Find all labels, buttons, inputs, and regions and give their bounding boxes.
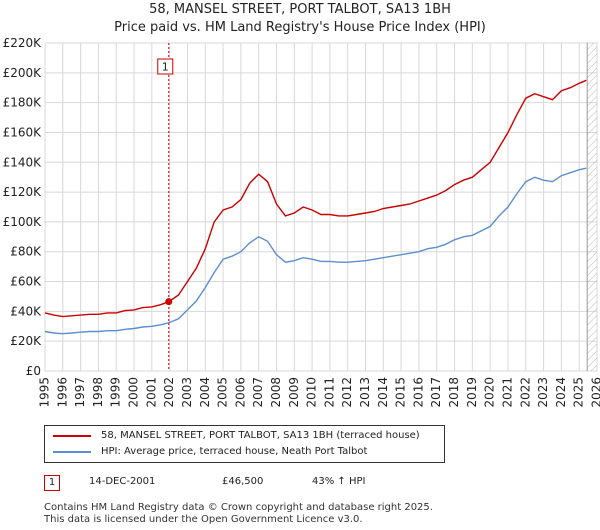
y-tick-label: £80K (10, 245, 42, 259)
y-tick-label: £100K (3, 215, 43, 229)
x-tick-label: 2024 (554, 377, 568, 408)
x-tick-label: 2017 (429, 377, 443, 408)
legend-label-hpi: HPI: Average price, terraced house, Neat… (101, 446, 368, 457)
y-tick-label: £20K (10, 334, 42, 348)
x-tick-label: 2015 (394, 377, 408, 408)
footer-licence: This data is licensed under the Open Gov… (44, 514, 363, 525)
x-tick-label: 2026 (590, 377, 600, 408)
sale-annotation-label: 1 (162, 61, 169, 74)
price-chart: £0 £20K £40K £60K £80K £100K £120K £140K £160K £1… (3, 36, 600, 408)
sale-annotation-box (157, 58, 174, 75)
x-tick-label: 2006 (233, 377, 247, 408)
x-tick-label: 2007 (251, 377, 265, 408)
x-tick-label: 2022 (518, 377, 532, 408)
x-tick-label: 2001 (144, 377, 158, 408)
legend-swatch-hpi (53, 450, 91, 453)
x-tick-label: 2021 (500, 377, 514, 408)
x-tick-label: 2004 (198, 377, 212, 408)
x-tick-label: 1999 (109, 377, 123, 408)
chart-subtitle: Price paid vs. HM Land Registry's House … (114, 20, 486, 35)
hpi-line (44, 167, 587, 335)
legend-item-hpi: HPI: Average price, terraced house, Neat… (53, 446, 367, 457)
y-tick-label: £60K (10, 275, 42, 289)
chart-title: 58, MANSEL STREET, PORT TALBOT, SA13 1BH (149, 2, 451, 17)
y-tick-label: £0 (26, 364, 41, 378)
x-tick-label: 2009 (287, 377, 301, 408)
plot-area (44, 42, 598, 372)
sale-price: £46,500 (222, 476, 264, 487)
sale-marker-label: 1 (44, 475, 60, 491)
footer-copyright: Contains HM Land Registry data © Crown c… (44, 502, 433, 513)
legend-swatch-property (53, 434, 91, 437)
y-tick-label: £40K (10, 304, 42, 318)
x-tick-label: 1995 (38, 377, 52, 408)
x-tick-label: 2025 (572, 377, 586, 408)
legend-item-property: 58, MANSEL STREET, PORT TALBOT, SA13 1BH… (53, 430, 420, 441)
x-tick-label: 2016 (411, 377, 425, 408)
x-tick-label: 2018 (447, 377, 461, 408)
x-tick-label: 2023 (536, 377, 550, 408)
y-tick-label: £200K (3, 66, 43, 80)
future-hatch (587, 43, 597, 371)
sale-point (165, 298, 173, 306)
x-tick-label: 2019 (465, 377, 479, 408)
x-tick-label: 2010 (305, 377, 319, 408)
x-tick-label: 1996 (55, 377, 69, 408)
x-tick-label: 1997 (73, 377, 87, 408)
x-tick-label: 2000 (127, 377, 141, 408)
x-tick-label: 2013 (358, 377, 372, 408)
y-tick-label: £120K (3, 185, 43, 199)
sale-hpi-diff: 43% ↑ HPI (312, 476, 366, 487)
x-tick-label: 1998 (91, 377, 105, 408)
x-tick-label: 2005 (216, 377, 230, 408)
x-tick-label: 2003 (180, 377, 194, 408)
x-tick-label: 2011 (322, 377, 336, 408)
x-tick-label: 2014 (376, 377, 390, 408)
x-tick-label: 2012 (340, 377, 354, 408)
legend-label-property: 58, MANSEL STREET, PORT TALBOT, SA13 1BH… (101, 430, 420, 441)
y-tick-label: £180K (3, 96, 43, 110)
sale-info-row: 1 14-DEC-2001 £46,500 43% ↑ HPI (44, 475, 600, 493)
x-tick-label: 2002 (162, 377, 176, 408)
x-tick-label: 2008 (269, 377, 283, 408)
y-tick-label: £220K (3, 36, 43, 50)
y-tick-label: £160K (3, 125, 43, 139)
x-tick-label: 2020 (483, 377, 497, 408)
property-price-line (44, 79, 587, 318)
sale-date: 14-DEC-2001 (89, 476, 156, 487)
legend: 58, MANSEL STREET, PORT TALBOT, SA13 1BH… (44, 425, 445, 463)
y-tick-label: £140K (3, 155, 43, 169)
